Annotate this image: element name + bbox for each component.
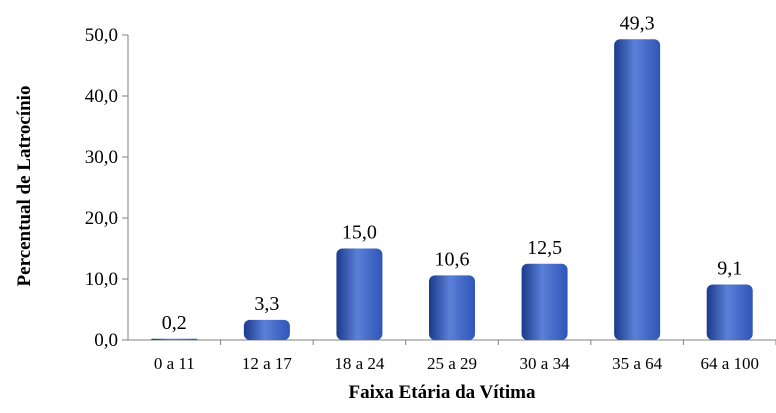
y-tick-label: 50,0 — [85, 25, 118, 46]
data-label: 49,3 — [620, 12, 655, 34]
data-label: 10,6 — [435, 248, 470, 270]
y-tick-label: 40,0 — [85, 86, 118, 107]
bar-12-a-17 — [243, 319, 290, 340]
x-tick-label: 64 a 100 — [700, 354, 759, 373]
x-tick-label: 35 a 64 — [612, 354, 663, 373]
data-label: 12,5 — [527, 237, 562, 259]
y-tick-label: 20,0 — [85, 208, 118, 229]
x-tick-label: 0 a 11 — [154, 354, 195, 373]
bar-18-a-24 — [336, 248, 383, 340]
bar-64-a-100 — [706, 284, 753, 340]
x-tick-label: 25 a 29 — [427, 354, 477, 373]
y-tick-label: 30,0 — [85, 147, 118, 168]
bar-0-a-11 — [151, 338, 198, 340]
y-tick-label: 10,0 — [85, 269, 118, 290]
y-axis-title: Percentual de Latrocínio — [14, 86, 35, 287]
x-axis-title: Faixa Etária da Vítima — [348, 382, 536, 403]
bar-25-a-29 — [429, 275, 475, 340]
x-tick-label: 12 a 17 — [242, 354, 293, 373]
x-tick-label: 18 a 24 — [334, 354, 385, 373]
x-tick-label: 30 a 34 — [520, 354, 571, 373]
data-label: 0,2 — [162, 312, 187, 334]
bar-30-a-34 — [521, 263, 568, 340]
y-tick-label: 0,0 — [94, 330, 118, 351]
bar-35-a-64 — [614, 39, 661, 341]
data-label: 9,1 — [717, 257, 742, 279]
data-label: 3,3 — [254, 293, 279, 315]
data-label: 15,0 — [342, 222, 377, 244]
